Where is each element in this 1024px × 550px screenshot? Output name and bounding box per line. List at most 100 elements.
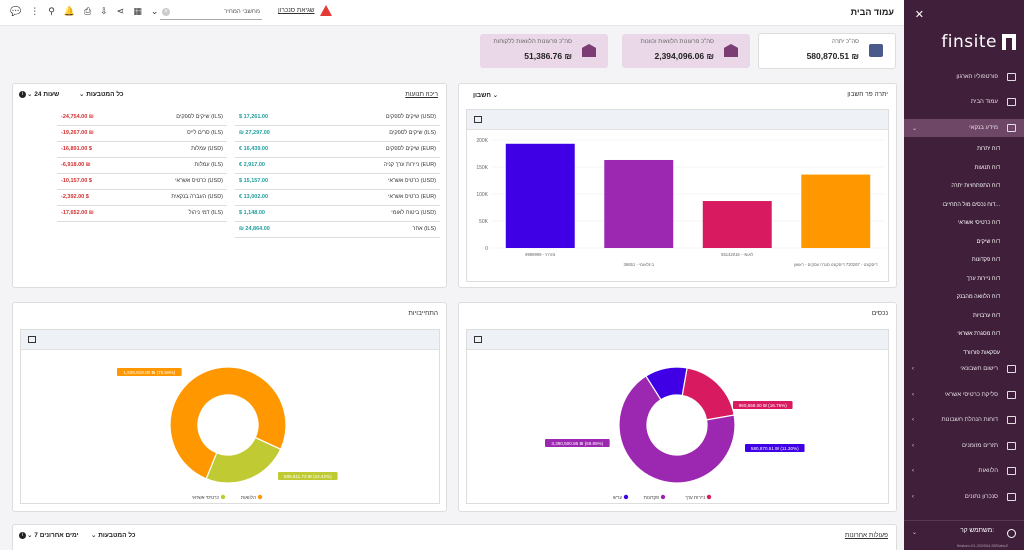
sidebar-item[interactable]: סליקת כרטיסי אשראי ‹ bbox=[904, 386, 1024, 404]
toolbar-icons: 💬 ⋮ ⚲ 🔔 ⎙ ⇩ ⋖ ▦ ⌄ bbox=[10, 6, 158, 17]
amount: € 16,439.00 bbox=[239, 146, 269, 152]
more-icon[interactable]: ⋮ bbox=[30, 6, 40, 16]
legend-swatch bbox=[220, 494, 226, 500]
amount: $ 17,261.00 bbox=[239, 114, 269, 120]
user-id: finsium-01-202604-5f20abc2 bbox=[957, 543, 1008, 548]
sidebar-subitem[interactable]: דוח שיקים bbox=[976, 238, 1000, 245]
kpi-label: סה"כ פרעונות הלוואות וכוונות bbox=[640, 39, 714, 45]
search-placeholder: מחשבי המחיר bbox=[224, 9, 260, 15]
amount: € 2,917.00 bbox=[239, 162, 265, 168]
sidebar-item[interactable]: תזרים מזומנים ‹ bbox=[904, 437, 1024, 455]
info-icon[interactable]: i bbox=[19, 91, 26, 98]
sidebar-item-label: הלוואות bbox=[978, 468, 998, 474]
x-tick-label: מזרחי - 9999999 bbox=[525, 252, 555, 257]
category: שיקים לספקים (EUR) bbox=[385, 146, 436, 152]
sidebar-item[interactable]: הלוואות ‹ bbox=[904, 462, 1024, 480]
chevron-down-icon[interactable]: ⌄ bbox=[912, 530, 918, 536]
account-dropdown[interactable]: חשבון ⌄ bbox=[473, 92, 499, 99]
amount: $ 1,148.00 bbox=[239, 210, 265, 216]
table-icon[interactable] bbox=[28, 336, 36, 343]
category: שיקים לספקים (USD) bbox=[385, 114, 436, 120]
currency-dropdown[interactable]: ⌄ כל המטבעות bbox=[91, 532, 136, 539]
print-icon[interactable]: ⎙ bbox=[84, 6, 92, 16]
sidebar-subitem[interactable]: דוח נכסים מול התחייבו... bbox=[942, 201, 1000, 208]
clear-icon[interactable]: × bbox=[162, 8, 170, 16]
donut-slice[interactable] bbox=[681, 367, 735, 421]
logo: finsite bbox=[941, 32, 1016, 52]
panel-title: יתרה פר חשבון bbox=[847, 91, 888, 98]
y-tick-label: 0 bbox=[485, 246, 488, 252]
sidebar-subitem[interactable]: דוח פקדונות bbox=[971, 257, 1000, 263]
info-icon[interactable]: i bbox=[19, 532, 26, 539]
sidebar-item-label: תזרים מזומנים bbox=[961, 443, 998, 449]
chart-header bbox=[21, 330, 439, 350]
sidebar-subitem[interactable]: דוח תנועות bbox=[974, 164, 1000, 171]
bell-icon[interactable]: 🔔 bbox=[63, 6, 76, 16]
recent-actions-link[interactable]: פעולות אחרונות bbox=[844, 532, 888, 539]
donut-slice[interactable] bbox=[645, 366, 688, 401]
sidebar-subitem[interactable]: דוח הלוואה מהבנק bbox=[956, 294, 1000, 300]
logo-text: finsite bbox=[941, 32, 997, 52]
table-row: ביטוח לאומי (USD) $ 1,148.00 bbox=[235, 206, 440, 222]
currency-dropdown[interactable]: ⌄ כל המטבעות bbox=[79, 91, 124, 98]
bar[interactable] bbox=[702, 201, 772, 248]
bar[interactable] bbox=[604, 159, 674, 248]
sidebar-item[interactable]: דוחות הנהלת חשבונות ‹ bbox=[904, 411, 1024, 429]
close-icon[interactable]: ✕ bbox=[914, 9, 924, 21]
user-name: משתמש קר: bbox=[960, 527, 994, 534]
donut-slice[interactable] bbox=[205, 436, 282, 484]
sidebar-subitem[interactable]: דוח כרטיסי אשראי bbox=[957, 220, 1000, 226]
bar[interactable] bbox=[505, 143, 575, 248]
sidebar-item[interactable]: סנכרון נתונים ‹ bbox=[904, 488, 1024, 506]
kpi-client-loans: סה"כ פרעונות הלוואות ללקוחות 51,386.76 ₪ bbox=[480, 34, 608, 68]
period-dropdown[interactable]: ⌄ 7 ימים אחרונים bbox=[27, 532, 79, 539]
amount: -6,918.00 ₪ bbox=[61, 162, 91, 168]
chat-icon[interactable]: 💬 bbox=[10, 6, 22, 16]
table-row: שיקים לספקים (USD) $ 17,261.00 bbox=[235, 110, 440, 126]
card-icon bbox=[1007, 391, 1016, 399]
sidebar-subitem[interactable]: דוח ניירות ערך bbox=[966, 275, 1000, 282]
amount: -17,652.00 ₪ bbox=[61, 210, 94, 216]
sync-error-link[interactable]: שגיאת סנכרון bbox=[278, 7, 315, 14]
sidebar-subitem[interactable]: דוח מסגרת אשראי bbox=[957, 331, 1000, 337]
share-icon[interactable]: ⋖ bbox=[116, 6, 125, 16]
sidebar-subitem[interactable]: דוח ערבויות bbox=[973, 312, 1000, 319]
bank-icon bbox=[724, 44, 738, 57]
chevron-down-icon[interactable]: ⌄ bbox=[150, 6, 159, 16]
chart-header bbox=[467, 110, 888, 130]
value-label-box bbox=[278, 472, 338, 480]
transactions-link[interactable]: ריכוז תנועות bbox=[405, 91, 438, 98]
period-dropdown[interactable]: ⌄ 24 שעות bbox=[27, 91, 60, 98]
sidebar-item-label: דוחות הנהלת חשבונות bbox=[941, 417, 998, 423]
settings-icon[interactable] bbox=[1007, 529, 1016, 538]
category: שיקים לספקים (ILS) bbox=[389, 130, 436, 136]
legend-swatch bbox=[257, 494, 263, 500]
bar[interactable] bbox=[801, 174, 871, 248]
user-panel[interactable]: משתמש קר: finsium-01-202604-5f20abc2 ⌄ bbox=[904, 520, 1024, 550]
search-input[interactable]: × מחשבי המחיר bbox=[160, 5, 262, 20]
building-icon[interactable]: ▦ bbox=[133, 6, 142, 16]
table-row: אחר (ILS) ₪ 24,864.00 bbox=[235, 222, 440, 238]
category: כרטיס אשראי (EUR) bbox=[388, 194, 436, 200]
table-icon[interactable] bbox=[474, 116, 482, 123]
category: עמלות (USD) bbox=[191, 146, 223, 152]
donut-slice[interactable] bbox=[618, 375, 736, 484]
table-icon[interactable] bbox=[474, 336, 482, 343]
sidebar-item[interactable]: פורטפוליו הארגון bbox=[904, 68, 1024, 86]
export-icon[interactable]: ⇩ bbox=[100, 6, 108, 16]
sidebar-item[interactable]: מידע בנקאי ⌄ bbox=[904, 119, 1024, 137]
value-label-box bbox=[745, 444, 805, 452]
gift-icon[interactable]: ⚲ bbox=[48, 6, 55, 16]
category: ביטוח לאומי (USD) bbox=[391, 210, 436, 216]
amount: -2,392.00 $ bbox=[61, 194, 89, 200]
donut-slice[interactable] bbox=[169, 366, 287, 480]
chevron-left-icon: ‹ bbox=[912, 468, 914, 474]
sidebar-subitem[interactable]: דוח יתרות bbox=[977, 146, 1000, 152]
sidebar-subitem[interactable]: עסקאות פורוורד bbox=[963, 349, 1000, 356]
dropdown-label: 24 שעות bbox=[34, 91, 60, 98]
liabilities-panel: התחייבויות 1,839,919.00 ₪ (75.58%) 588,61… bbox=[12, 302, 447, 512]
sidebar-item[interactable]: עמוד הבית bbox=[904, 93, 1024, 111]
sidebar-subitem[interactable]: דוח התפתחויות יתרה bbox=[951, 183, 1000, 189]
category: כרטיס אשראי (USD) bbox=[175, 178, 223, 184]
sidebar-item[interactable]: רישום חשבונאי ‹ bbox=[904, 360, 1024, 378]
